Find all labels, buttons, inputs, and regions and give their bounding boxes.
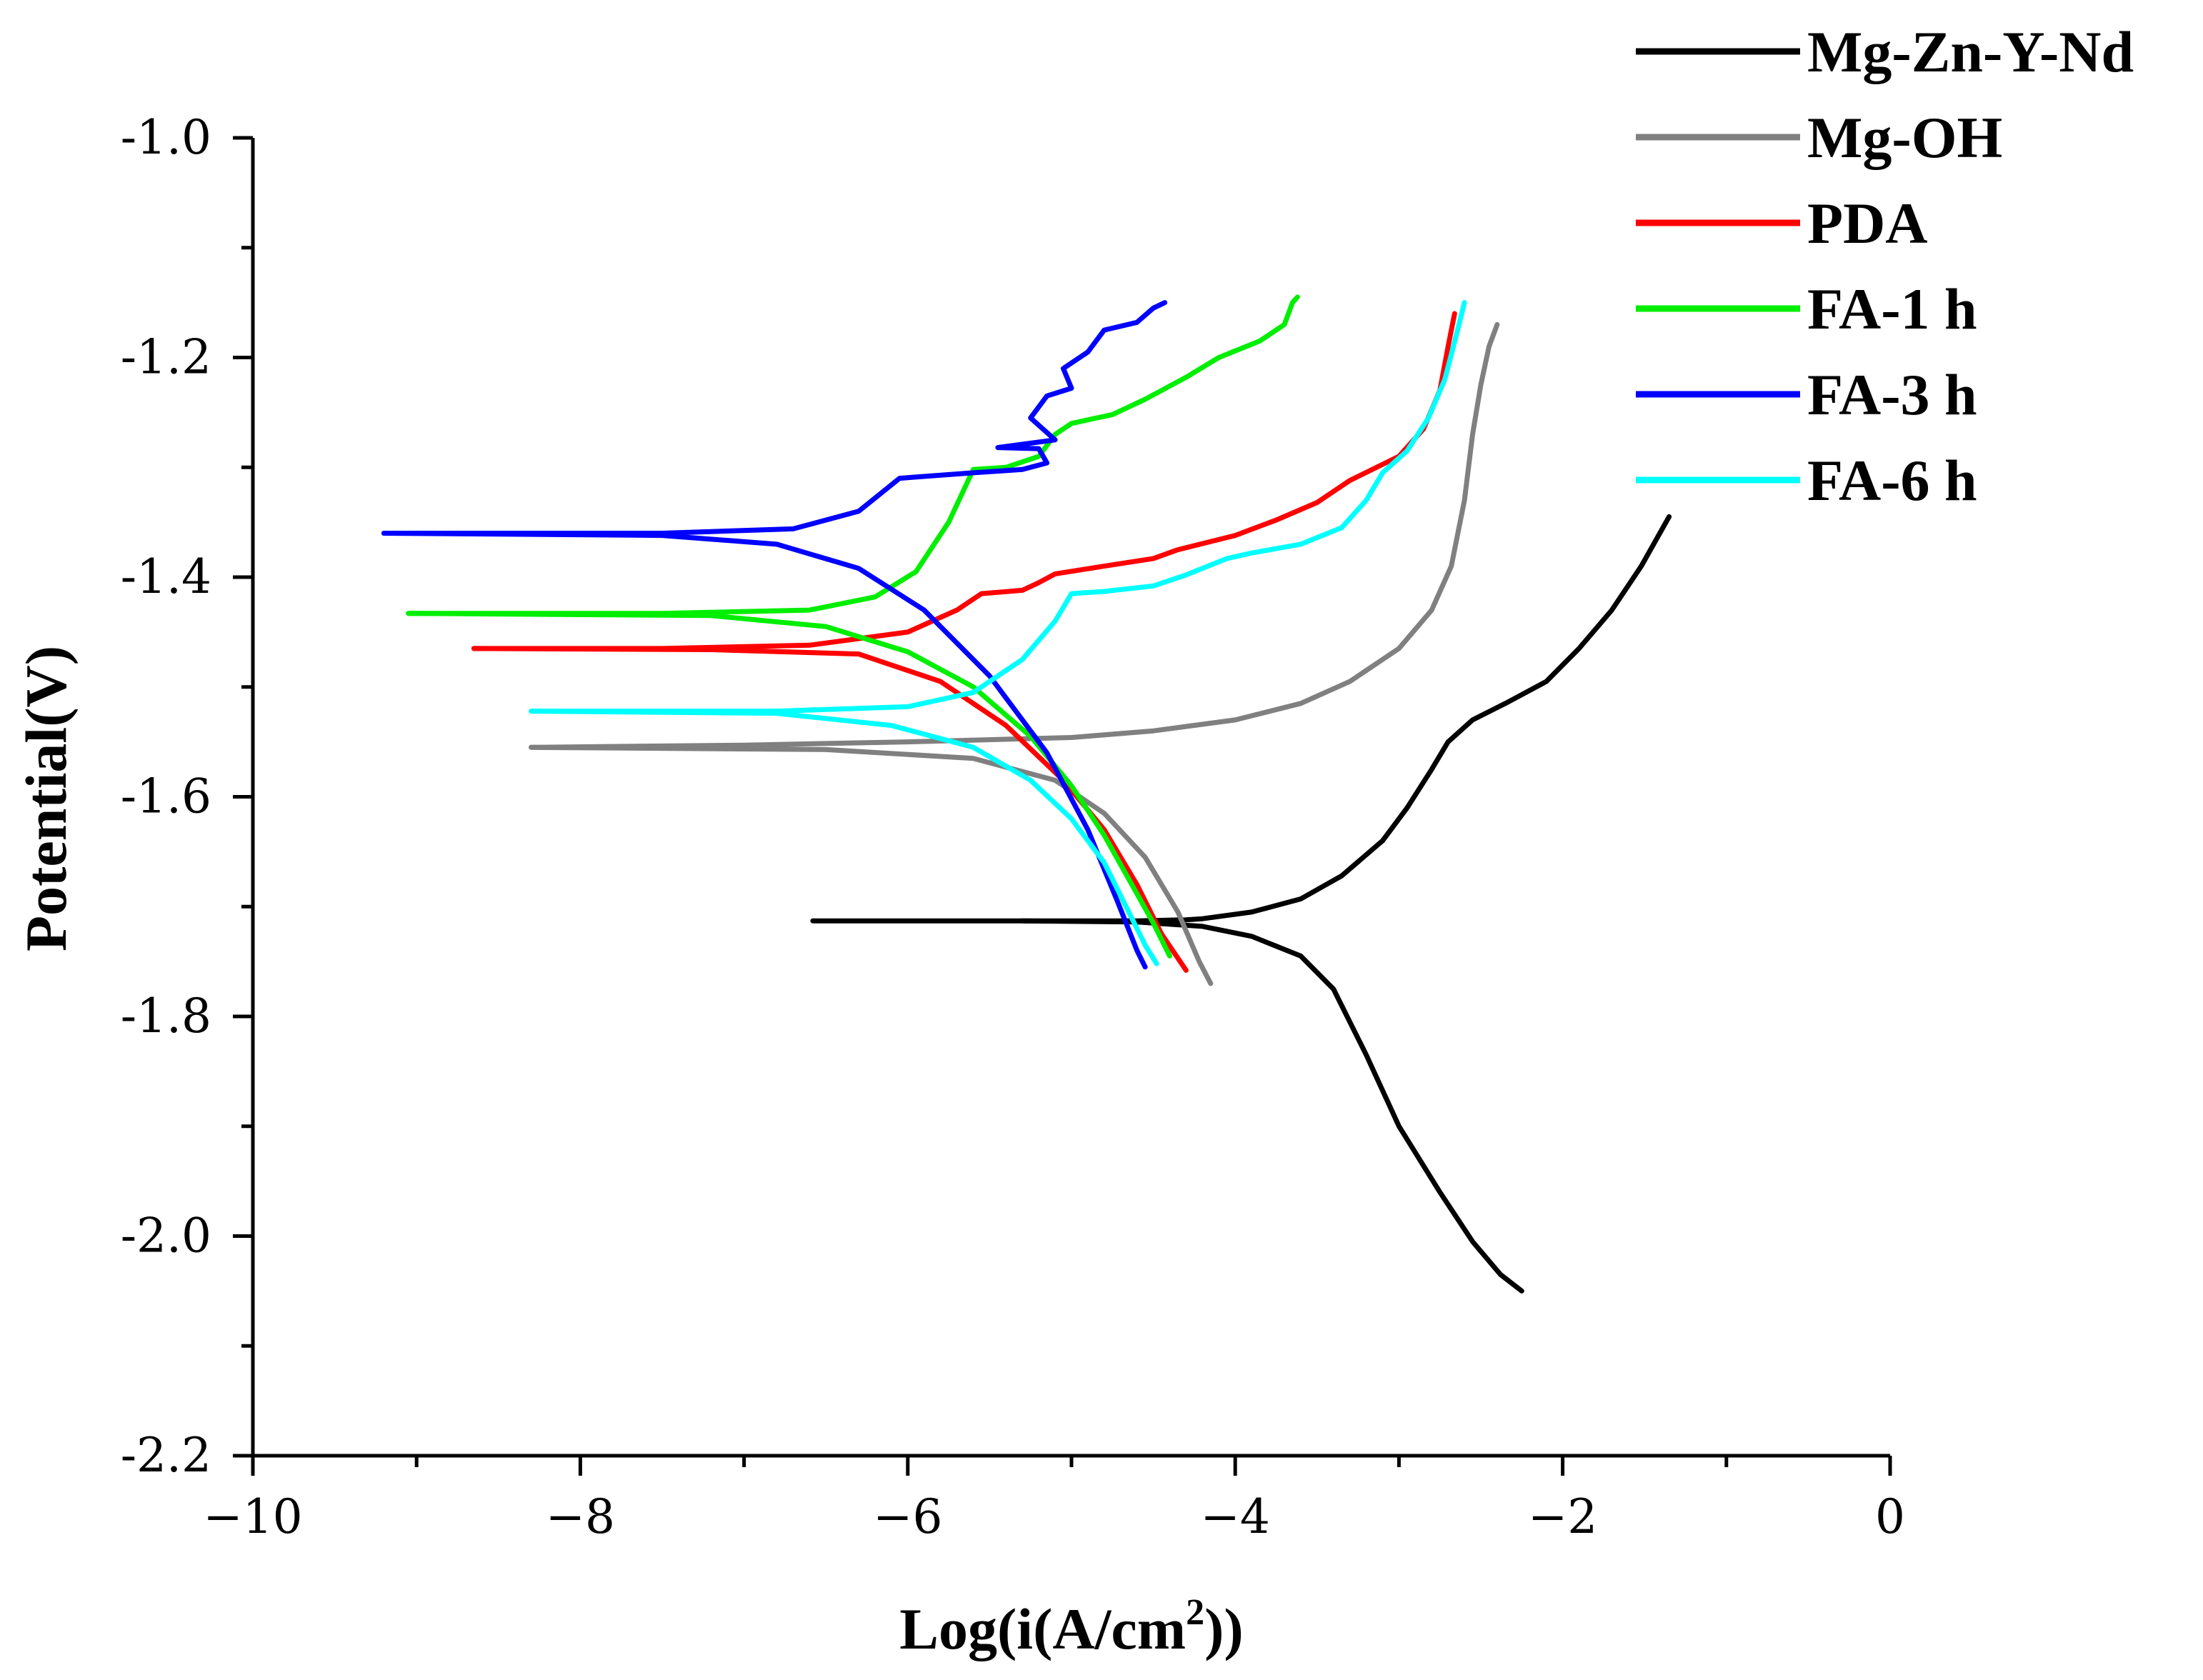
series-fa-1-h-anodic bbox=[406, 294, 1300, 616]
series-fa-3-h-anodic bbox=[381, 300, 1168, 536]
y-tick-label: -2.0 bbox=[121, 1209, 211, 1264]
x-axis-title: Log(i(A/cm2)) bbox=[899, 1592, 1243, 1661]
legend-label-fa-3-h: FA-3 h bbox=[1807, 362, 1977, 427]
x-axis-title-end: )) bbox=[1204, 1596, 1244, 1661]
legend-label-fa-6-h: FA-6 h bbox=[1807, 448, 1977, 513]
series-mg-oh-anodic bbox=[529, 321, 1500, 750]
y-tick-label: -1.0 bbox=[121, 110, 211, 165]
series-mg-zn-y-nd-anodic bbox=[810, 514, 1672, 924]
ticks: −10 −8 −6 −4 −2 0 -1.0 -1.2 -1.4 -1.6 -1.8 -2.0 -2.2 bbox=[121, 110, 1905, 1544]
x-tick-label: −6 bbox=[873, 1489, 942, 1544]
series-mg-oh-cathodic bbox=[529, 744, 1214, 986]
x-tick-label: −4 bbox=[1201, 1489, 1270, 1544]
y-tick-label: -2.2 bbox=[121, 1428, 211, 1483]
x-tick-label: 0 bbox=[1875, 1489, 1905, 1544]
legend: Mg-Zn-Y-Nd Mg-OH PDA FA-1 h FA-3 h FA-6 h bbox=[1636, 19, 2134, 513]
x-axis-title-sup: 2 bbox=[1186, 1592, 1204, 1633]
series-pda-anodic bbox=[471, 311, 1457, 651]
y-tick-label: -1.6 bbox=[121, 769, 211, 824]
series-fa-6-h-cathodic bbox=[529, 709, 1159, 966]
x-tick-label: −2 bbox=[1528, 1489, 1597, 1544]
x-tick-label: −8 bbox=[546, 1489, 615, 1544]
x-axis-title-main: Log(i(A/cm bbox=[899, 1596, 1186, 1661]
legend-label-fa-1-h: FA-1 h bbox=[1807, 276, 1977, 341]
series-pda-cathodic bbox=[471, 646, 1189, 973]
y-tick-label: -1.4 bbox=[121, 549, 211, 604]
legend-label-mg-oh: Mg-OH bbox=[1807, 105, 2002, 170]
x-tick-label: −10 bbox=[203, 1489, 302, 1544]
y-tick-label: -1.2 bbox=[121, 330, 211, 385]
series-lines bbox=[381, 294, 1672, 1294]
y-tick-label: -1.8 bbox=[121, 989, 211, 1044]
legend-label-pda: PDA bbox=[1807, 191, 1928, 256]
series-fa-3-h-cathodic bbox=[381, 531, 1148, 970]
series-fa-6-h-anodic bbox=[529, 300, 1467, 714]
series-mg-zn-y-nd-cathodic bbox=[1019, 918, 1524, 1294]
y-axis-title: Potential(V) bbox=[14, 646, 79, 951]
series-fa-1-h-cathodic bbox=[406, 611, 1172, 959]
legend-label-mg-zn-y-nd: Mg-Zn-Y-Nd bbox=[1807, 19, 2134, 84]
